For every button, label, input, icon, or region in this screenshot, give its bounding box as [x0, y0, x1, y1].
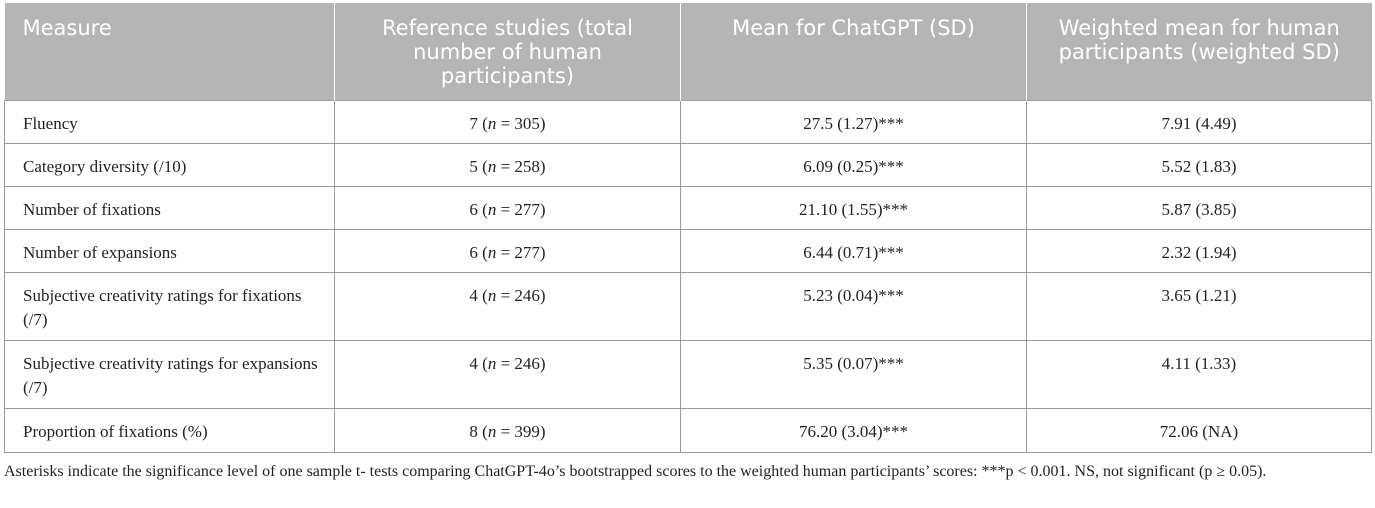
ref-n: n [487, 156, 497, 176]
cell-measure: Subjective creativity ratings for expans… [4, 339, 335, 409]
table-row: Category diversity (/10) 5 (n = 258) 6.0… [4, 142, 1372, 187]
cell-measure: Proportion of fixations (%) [4, 407, 335, 453]
table-row: Subjective creativity ratings for expans… [4, 339, 1372, 409]
cell-human-mean: 5.52 (1.83) [1026, 142, 1372, 187]
cell-reference: 7 (n = 305) [334, 99, 681, 144]
table-row: Fluency 7 (n = 305) 27.5 (1.27)*** 7.91 … [4, 99, 1372, 144]
ref-n: n [487, 421, 497, 441]
cell-reference: 8 (n = 399) [334, 407, 681, 453]
cell-human-mean: 7.91 (4.49) [1026, 99, 1372, 144]
header-human-weighted-mean: Weighted mean for human participants (we… [1026, 3, 1372, 100]
ref-participants: = 258) [496, 156, 546, 176]
cell-measure: Fluency [4, 99, 335, 144]
ref-count: 6 ( [469, 199, 488, 219]
cell-chatgpt-mean: 5.35 (0.07)*** [680, 339, 1027, 409]
ref-count: 6 ( [469, 242, 488, 262]
ref-participants: = 277) [496, 199, 546, 219]
cell-human-mean: 4.11 (1.33) [1026, 339, 1372, 409]
cell-human-mean: 5.87 (3.85) [1026, 185, 1372, 230]
cell-measure: Category diversity (/10) [4, 142, 335, 187]
cell-reference: 4 (n = 246) [334, 271, 681, 341]
table-row: Subjective creativity ratings for fixati… [4, 271, 1372, 341]
cell-chatgpt-mean: 6.09 (0.25)*** [680, 142, 1027, 187]
ref-participants: = 277) [496, 242, 546, 262]
cell-reference: 5 (n = 258) [334, 142, 681, 187]
ref-count: 5 ( [469, 156, 488, 176]
header-chatgpt-mean: Mean for ChatGPT (SD) [680, 3, 1027, 100]
table-header-row: Measure Reference studies (total number … [4, 3, 1372, 100]
cell-chatgpt-mean: 6.44 (0.71)*** [680, 228, 1027, 273]
ref-count: 4 ( [469, 353, 488, 373]
ref-n: n [487, 242, 497, 262]
ref-count: 8 ( [469, 421, 488, 441]
table-row: Number of fixations 6 (n = 277) 21.10 (1… [4, 185, 1372, 230]
ref-n: n [487, 353, 497, 373]
ref-count: 7 ( [469, 113, 488, 133]
table-footnote: Asterisks indicate the significance leve… [4, 463, 1267, 480]
cell-measure: Number of expansions [4, 228, 335, 273]
table-row: Proportion of fixations (%) 8 (n = 399) … [4, 407, 1372, 453]
ref-count: 4 ( [469, 285, 488, 305]
cell-measure: Number of fixations [4, 185, 335, 230]
ref-n: n [487, 113, 497, 133]
cell-reference: 6 (n = 277) [334, 228, 681, 273]
results-table-container: Measure Reference studies (total number … [4, 3, 1372, 453]
ref-n: n [487, 199, 497, 219]
ref-n: n [487, 285, 497, 305]
header-reference-studies: Reference studies (total number of human… [334, 3, 681, 100]
cell-human-mean: 72.06 (NA) [1026, 407, 1372, 453]
cell-measure: Subjective creativity ratings for fixati… [4, 271, 335, 341]
ref-participants: = 305) [496, 113, 546, 133]
cell-chatgpt-mean: 21.10 (1.55)*** [680, 185, 1027, 230]
cell-chatgpt-mean: 5.23 (0.04)*** [680, 271, 1027, 341]
cell-reference: 4 (n = 246) [334, 339, 681, 409]
cell-human-mean: 3.65 (1.21) [1026, 271, 1372, 341]
table-row: Number of expansions 6 (n = 277) 6.44 (0… [4, 228, 1372, 273]
ref-participants: = 399) [496, 421, 546, 441]
results-table: Measure Reference studies (total number … [4, 3, 1372, 453]
cell-human-mean: 2.32 (1.94) [1026, 228, 1372, 273]
cell-chatgpt-mean: 76.20 (3.04)*** [680, 407, 1027, 453]
ref-participants: = 246) [496, 353, 546, 373]
header-measure: Measure [4, 3, 335, 100]
cell-reference: 6 (n = 277) [334, 185, 681, 230]
cell-chatgpt-mean: 27.5 (1.27)*** [680, 99, 1027, 144]
ref-participants: = 246) [496, 285, 546, 305]
